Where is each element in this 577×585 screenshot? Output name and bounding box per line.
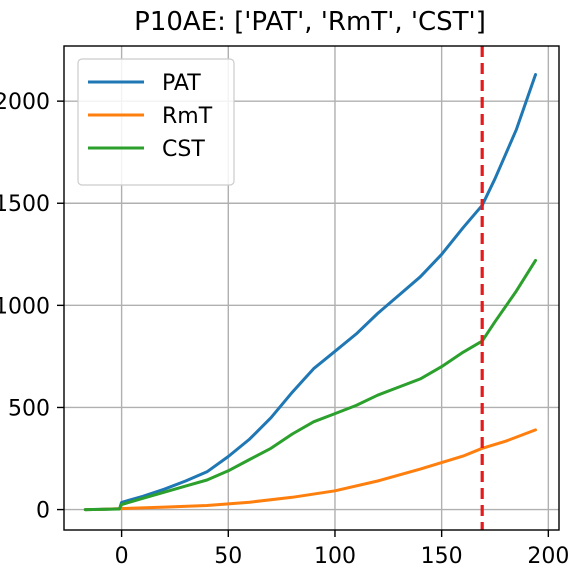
y-tick-label: 2000 [0,90,50,115]
x-tick-label: 100 [314,544,356,569]
y-tick-label: 0 [36,499,50,524]
x-tick-label: 0 [115,544,129,569]
legend-label-pat: PAT [162,71,201,96]
legend-label-rmt: RmT [162,104,213,129]
legend: PAT RmT CST [77,58,235,186]
series-line-rmt [83,428,537,512]
chart-title: P10AE: ['PAT', 'RmT', 'CST'] [134,7,486,37]
series-line-cst [83,258,537,512]
x-tick-label: 50 [214,544,242,569]
series-layer [83,73,537,512]
legend-label-cst: CST [162,137,205,162]
series-line-pat [83,73,537,512]
y-tick-label: 500 [8,396,50,421]
plot-frame [63,45,560,531]
x-tick-label: 200 [527,544,569,569]
x-tick-label: 150 [421,544,463,569]
y-tick-label: 1500 [0,192,50,217]
legend-box [77,58,235,186]
y-tick-label: 1000 [0,294,50,319]
